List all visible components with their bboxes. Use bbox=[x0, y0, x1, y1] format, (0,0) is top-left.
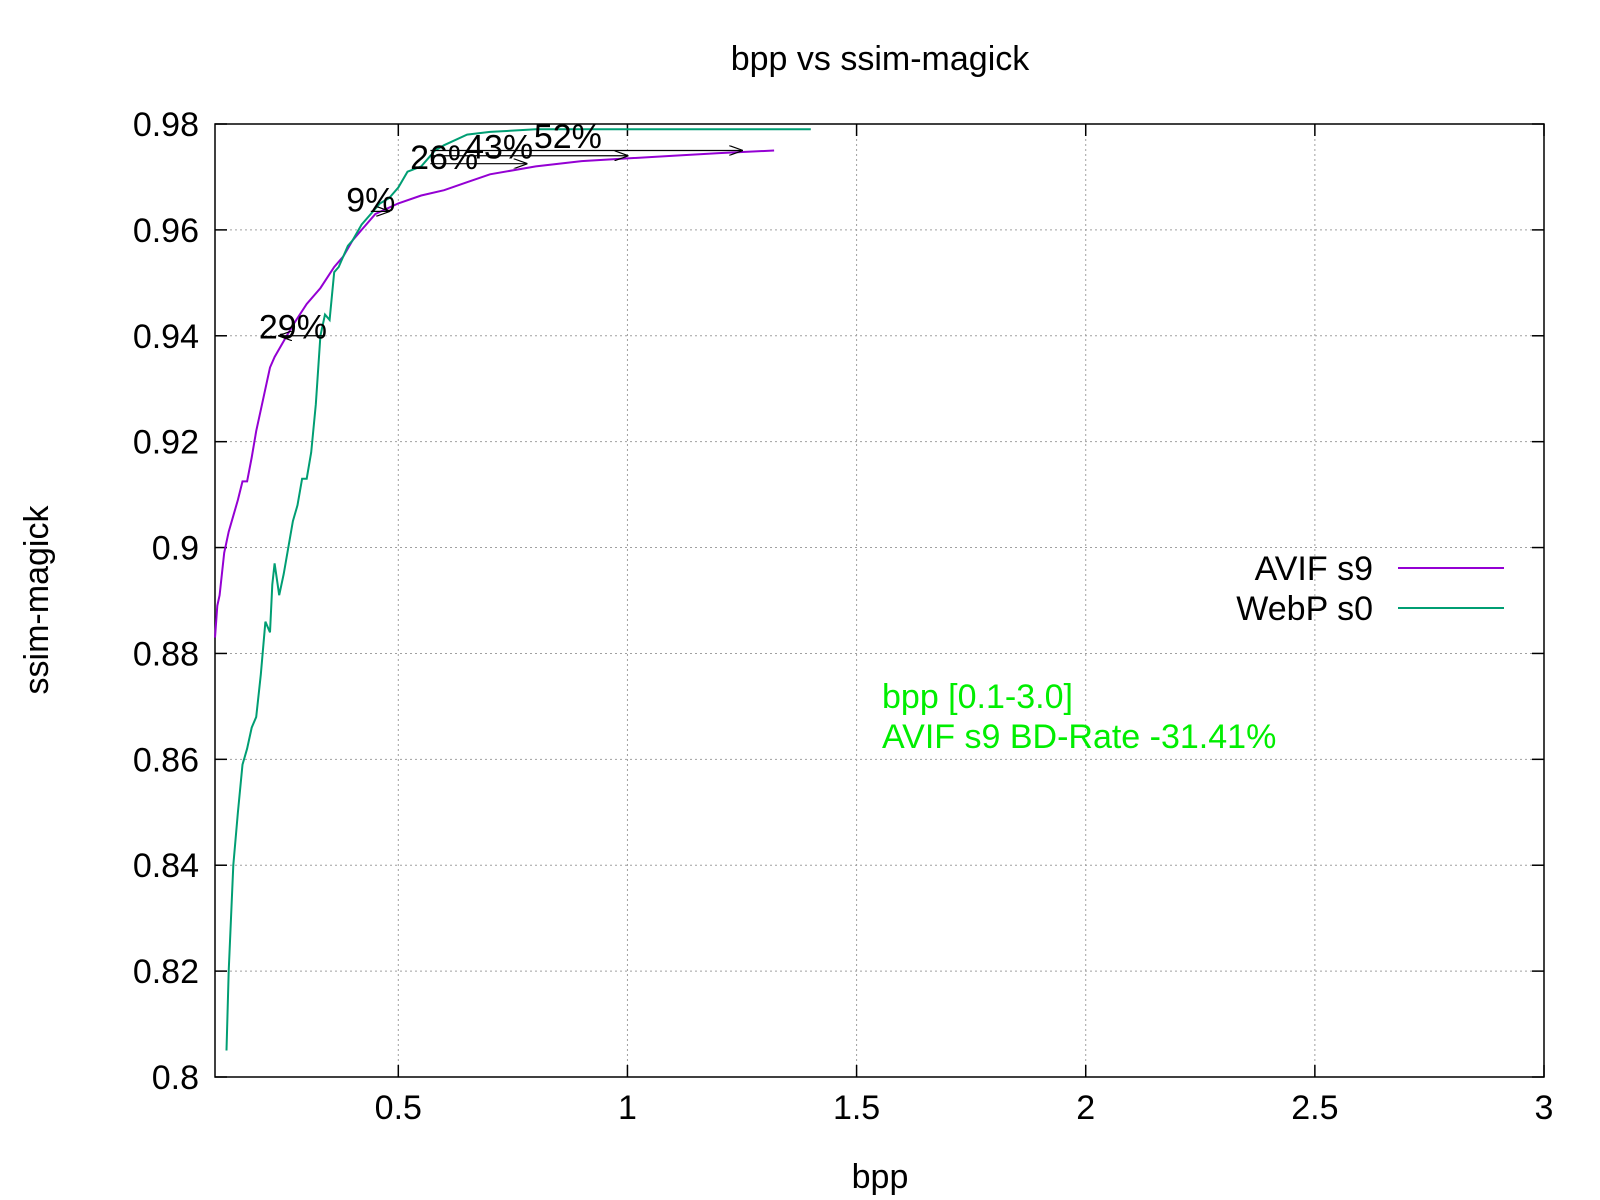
ticks: 0.8 0.82 0.84 0.86 0.88 0.9 0.92 0.94 0.96 0.98 0.… bbox=[133, 106, 1554, 1127]
annotations: 29% 9% 26%43% 52% bbox=[259, 118, 742, 346]
bd-rate-label: 43% bbox=[465, 128, 533, 166]
info-line: AVIF s9 BD-Rate -31.41% bbox=[882, 718, 1276, 756]
legend-entry-label: AVIF s9 bbox=[1255, 550, 1373, 588]
info-line: bpp [0.1-3.0] bbox=[882, 678, 1073, 716]
bd-rate-label: 52% bbox=[534, 118, 602, 156]
x-tick-label: 2 bbox=[1076, 1089, 1095, 1127]
series-layer bbox=[214, 128, 811, 1051]
x-tick-label: 1.5 bbox=[833, 1089, 880, 1127]
y-tick-label: 0.94 bbox=[133, 318, 199, 356]
y-tick-label: 0.8 bbox=[152, 1059, 199, 1097]
info-box: bpp [0.1-3.0]AVIF s9 BD-Rate -31.41% bbox=[882, 678, 1276, 756]
series-line-avif-s9 bbox=[214, 149, 775, 638]
y-axis-label: ssim-magick bbox=[18, 505, 56, 695]
chart-title: bpp vs ssim-magick bbox=[731, 40, 1031, 78]
bd-rate-label: 29% bbox=[259, 308, 327, 346]
y-tick-label: 0.88 bbox=[133, 635, 199, 673]
y-tick-label: 0.96 bbox=[133, 212, 199, 250]
x-tick-label: 3 bbox=[1535, 1089, 1554, 1127]
y-tick-label: 0.84 bbox=[133, 847, 199, 885]
x-tick-label: 2.5 bbox=[1291, 1089, 1338, 1127]
x-tick-label: 0.5 bbox=[375, 1089, 422, 1127]
grid bbox=[215, 124, 1544, 1077]
plot-frame bbox=[214, 123, 1545, 1078]
bd-rate-label: 9% bbox=[346, 181, 395, 219]
y-tick-label: 0.82 bbox=[133, 953, 199, 991]
bd-rate-label: 26% bbox=[410, 139, 478, 177]
y-tick-label: 0.9 bbox=[152, 530, 199, 568]
x-tick-label: 1 bbox=[618, 1089, 637, 1127]
y-tick-label: 0.92 bbox=[133, 424, 199, 462]
x-axis-label: bpp bbox=[852, 1158, 909, 1196]
y-tick-label: 0.98 bbox=[133, 106, 199, 144]
y-tick-label: 0.86 bbox=[133, 741, 199, 779]
series-line-webp-s0 bbox=[225, 128, 811, 1051]
legend-entry-label: WebP s0 bbox=[1236, 590, 1373, 628]
